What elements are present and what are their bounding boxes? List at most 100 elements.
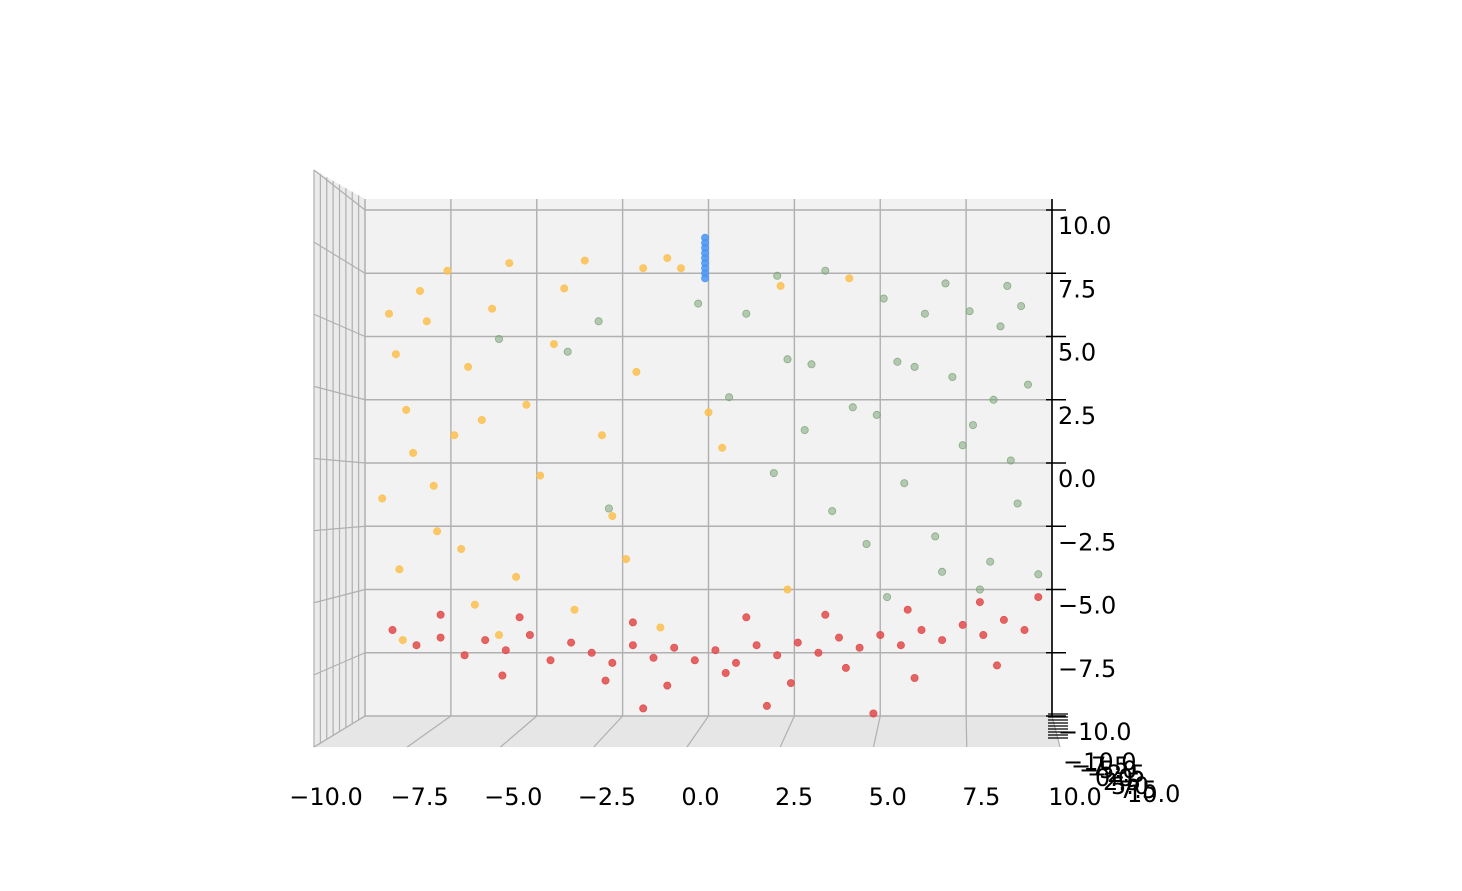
data-point [677, 264, 686, 273]
data-point [752, 641, 761, 650]
x-tick-label: 10.0 [1048, 783, 1101, 811]
y-tick-label: 2.5 [1103, 768, 1141, 796]
data-point [522, 400, 531, 409]
data-point [546, 656, 555, 665]
data-point [388, 626, 397, 635]
data-point [694, 299, 703, 308]
data-point [608, 512, 617, 521]
grid-line-floor [779, 715, 795, 748]
data-point [742, 309, 751, 318]
data-point [443, 266, 452, 275]
x-tick-label: 0.0 [681, 783, 719, 811]
data-point [893, 357, 902, 366]
data-point [814, 648, 823, 657]
data-point [563, 347, 572, 356]
data-point [793, 638, 802, 647]
data-point [515, 613, 524, 622]
data-point [525, 631, 534, 640]
data-point [821, 266, 830, 275]
data-point [470, 600, 479, 609]
data-point [872, 410, 881, 419]
data-point [501, 646, 510, 655]
data-point [570, 605, 579, 614]
x-tick-label: 7.5 [962, 783, 1000, 811]
data-point [1024, 380, 1033, 389]
floor-pane [314, 716, 1060, 747]
x-tick-labels: −10.0 −7.5 −5.0 −2.5 0.0 2.5 5.0 7.5 10.0 [289, 783, 1101, 811]
z-tick-label: 0.0 [1058, 465, 1096, 493]
x-tick-label: −10.0 [289, 783, 363, 811]
data-point [917, 626, 926, 635]
data-point [481, 636, 490, 645]
data-point [450, 431, 459, 440]
data-point [948, 372, 957, 381]
data-point [931, 532, 940, 541]
data-point [869, 709, 878, 718]
data-point [986, 557, 995, 566]
series-4 [701, 233, 710, 283]
data-point [429, 481, 438, 490]
data-point [979, 631, 988, 640]
data-point [841, 663, 850, 672]
y-tick-label: 10.0 [1127, 780, 1180, 808]
data-point [663, 254, 672, 263]
data-point [879, 294, 888, 303]
data-point [783, 585, 792, 594]
z-tick-label: 5.0 [1058, 339, 1096, 367]
data-point [783, 355, 792, 364]
data-point [604, 504, 613, 513]
data-point [773, 651, 782, 660]
y-tick-label: −5.0 [1079, 756, 1137, 784]
data-point [883, 593, 892, 602]
data-point [505, 259, 514, 268]
data-point [1034, 570, 1043, 579]
data-point [632, 367, 641, 376]
z-tick-label: −5.0 [1058, 592, 1116, 620]
data-point [975, 585, 984, 594]
series-3 [494, 266, 1043, 602]
data-point [993, 661, 1002, 670]
data-point [436, 610, 445, 619]
data-point [786, 679, 795, 688]
data-point [845, 274, 854, 283]
data-point [989, 395, 998, 404]
z-tick-label: 10.0 [1058, 212, 1111, 240]
data-point [436, 633, 445, 642]
data-point [896, 641, 905, 650]
data-point [958, 620, 967, 629]
data-point [776, 281, 785, 290]
axis-panes [314, 170, 1060, 747]
data-point [903, 605, 912, 614]
data-point [663, 681, 672, 690]
grid-line-floor [965, 715, 968, 748]
data-point [769, 469, 778, 478]
data-point [910, 674, 919, 683]
data-point [958, 441, 967, 450]
data-point [807, 360, 816, 369]
data-point [1020, 626, 1029, 635]
data-point [900, 479, 909, 488]
data-point [594, 317, 603, 326]
data-point [512, 572, 521, 581]
data-point [433, 527, 442, 536]
grid-line-floor [686, 715, 709, 748]
grid-line-floor [872, 715, 881, 748]
x-tick-label: −7.5 [390, 783, 448, 811]
data-point [477, 415, 486, 424]
data-point [999, 615, 1008, 624]
data-point [494, 334, 503, 343]
data-point [670, 643, 679, 652]
x-tick-label: −5.0 [484, 783, 542, 811]
data-points [378, 233, 1043, 718]
data-point [536, 471, 545, 480]
grid-lines [313, 169, 1061, 748]
data-point [969, 421, 978, 430]
grid-line-floor [406, 715, 452, 748]
data-point [656, 623, 665, 632]
data-point [608, 658, 617, 667]
data-point [494, 631, 503, 640]
data-point [1003, 281, 1012, 290]
data-point [498, 671, 507, 680]
z-tick-label: −10.0 [1058, 718, 1132, 746]
series-2 [388, 593, 1043, 718]
